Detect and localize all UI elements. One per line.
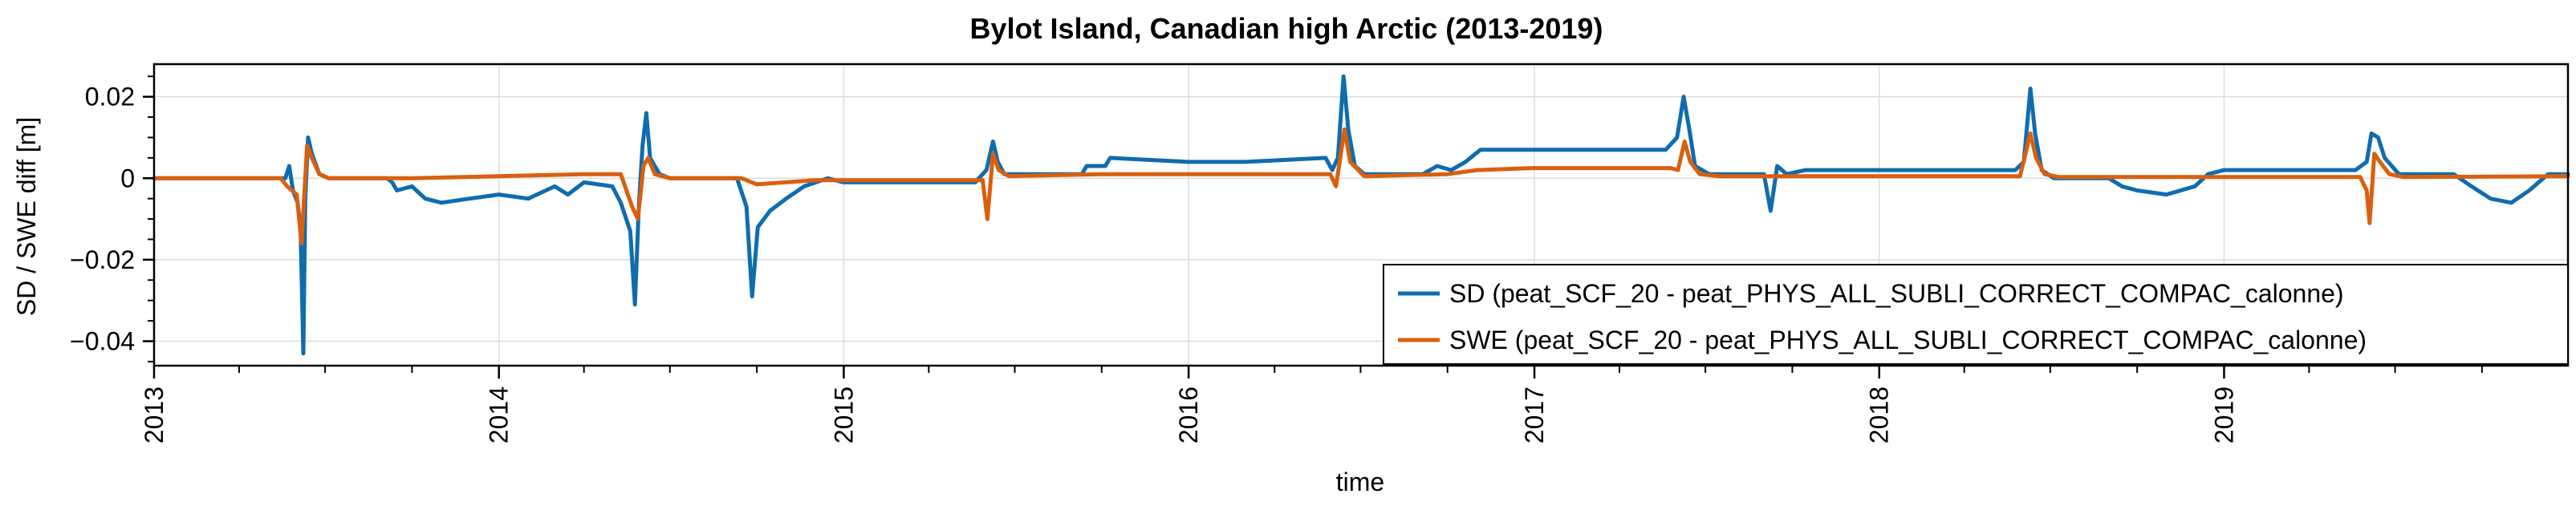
legend-entry-label: SWE (peat_SCF_20 - peat_PHYS_ALL_SUBLI_C… <box>1449 326 2367 354</box>
y-tick-label: −0.02 <box>70 245 135 274</box>
chart-title: Bylot Island, Canadian high Arctic (2013… <box>970 12 1603 45</box>
y-tick-label: 0.02 <box>85 83 135 111</box>
series-lines <box>152 74 2570 356</box>
x-tick-label: 2016 <box>1174 387 1203 443</box>
series-line <box>152 74 2570 356</box>
y-axis-label: SD / SWE diff [m] <box>12 117 41 316</box>
series-line <box>152 127 2570 246</box>
y-axis: 0.02 0 −0.02 −0.04 <box>70 75 154 362</box>
y-tick-label: −0.04 <box>70 327 135 356</box>
legend: SD (peat_SCF_20 - peat_PHYS_ALL_SUBLI_CO… <box>1383 264 2569 365</box>
x-tick-label: 2015 <box>829 387 858 443</box>
x-axis: 2013 2014 2015 2016 2017 2018 2019 <box>140 366 2483 443</box>
x-tick-label: 2019 <box>2209 387 2238 443</box>
x-tick-label: 2017 <box>1520 387 1549 443</box>
x-tick-label: 2013 <box>140 387 169 443</box>
x-tick-label: 2014 <box>485 387 514 443</box>
y-tick-label: 0 <box>120 164 135 192</box>
legend-box <box>1383 264 2569 365</box>
legend-entry-label: SD (peat_SCF_20 - peat_PHYS_ALL_SUBLI_CO… <box>1449 279 2344 308</box>
x-tick-label: 2018 <box>1865 387 1894 443</box>
x-axis-label: time <box>1336 468 1384 496</box>
